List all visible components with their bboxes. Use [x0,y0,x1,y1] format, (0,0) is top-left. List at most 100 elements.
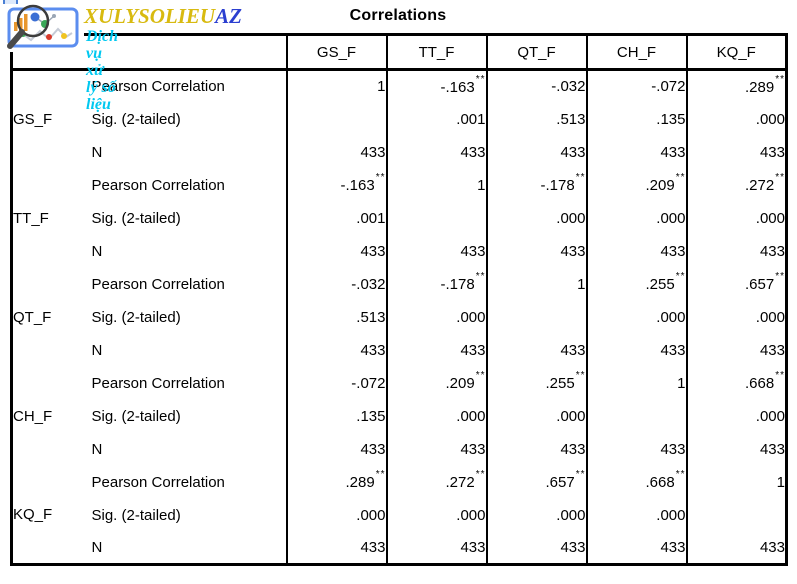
sig-cell: .513 [285,300,387,334]
stat-label: Sig. (2-tailed) [91,110,181,128]
stat-label: Pearson Correlation [91,473,225,491]
pearson-cell: -.072 [285,366,387,400]
table-row: N 433 433 433 433 433 [12,135,787,169]
table-row: CH_F Pearson Correlation -.072.209** .255**… [12,366,787,425]
stat-label: N [91,538,103,556]
sig-cell: .000 [385,399,487,433]
pearson-cell: .209** [385,366,487,400]
n-cell: 433 [485,531,587,565]
n-cell: 433 [585,135,687,169]
stat-label: Sig. (2-tailed) [91,308,181,326]
table-header: GS_F TT_F QT_F CH_F KQ_F [11,34,787,70]
sig-cell: .001 [385,102,487,136]
pearson-cell: -.178** [385,267,487,301]
table-row: N 433 433 433 433 433 [12,531,787,565]
significance-asterisks: ** [475,469,486,480]
pearson-cell: -.032 [485,69,587,103]
brand-name: XULYSOLIEUAZ [84,6,242,27]
table-row: Sig. (2-tailed) .001.000.000.000 [12,201,787,235]
variable-label: CH_F [13,407,53,425]
sig-cell: .000 [685,399,787,433]
table-row: QT_F Pearson Correlation -.032 -.178** 1.255… [12,267,787,326]
stat-label: N [91,143,103,161]
sig-cell [685,498,787,532]
variable-label: GS_F [13,111,53,129]
table-row: Sig. (2-tailed) .135.000.000.000 [12,399,787,433]
pearson-cell: .668** [685,366,787,400]
pearson-cell: 1 [585,366,687,400]
sig-cell: .000 [485,201,587,235]
table-row: TT_F Pearson Correlation -.163** 1 -.178** .2… [12,168,787,227]
pearson-cell: 1 [385,168,487,202]
pearson-cell: -.072 [585,69,687,103]
table-row: GS_F Pearson Correlation 1 -.163** -.032 -.07… [12,69,787,128]
column-header-TT_F: TT_F [385,34,487,70]
table-row: Sig. (2-tailed) .513.000.000.000 [12,300,787,334]
table-title: Correlations [349,7,447,24]
table-row: KQ_F Pearson Correlation .289** .272** .657*… [12,465,787,523]
sig-cell [585,399,687,433]
table-row: Sig. (2-tailed) .001.513.135.000 [12,102,787,136]
sig-cell: .513 [485,102,587,136]
column-header-QT_F: QT_F [485,34,587,70]
n-cell: 433 [685,333,787,367]
n-cell: 433 [285,432,387,466]
stat-label: Pearson Correlation [91,78,225,96]
table-row: N 433 433 433 433 433 [12,432,787,466]
n-cell: 433 [585,531,687,565]
significance-asterisks: ** [575,172,586,183]
sig-cell: .135 [285,399,387,433]
pearson-cell: -.032 [285,267,387,301]
variable-label: KQ_F [13,505,53,523]
significance-asterisks: ** [775,172,785,183]
stat-label: N [91,341,103,359]
n-cell: 433 [485,333,587,367]
significance-asterisks: ** [475,73,486,85]
stat-label: Pearson Correlation [91,176,225,194]
brand-suffix: AZ [215,4,242,28]
pearson-cell: 1 [285,69,387,103]
sig-cell: .000 [685,102,787,136]
sig-cell: .000 [385,300,487,334]
n-cell: 433 [685,531,787,565]
table-row: N 433 433 433 433 433 [12,234,787,268]
pearson-cell: -.163** [385,69,487,103]
sig-cell: .000 [285,498,387,532]
table-row: Sig. (2-tailed) .000.000.000.000 [12,498,787,532]
n-cell: 433 [285,531,387,565]
sig-cell: .000 [585,498,687,532]
stat-label: N [91,242,103,260]
significance-asterisks: ** [475,370,486,381]
sig-cell: .000 [585,201,687,235]
significance-asterisks: ** [375,469,386,480]
significance-asterisks: ** [775,370,785,381]
pearson-cell: .289** [285,465,387,499]
column-header-KQ_F: KQ_F [685,34,787,70]
sig-cell [385,201,487,235]
stat-label: N [91,440,103,458]
n-cell: 433 [485,432,587,466]
chart-magnifier-icon [2,4,84,52]
n-cell: 433 [385,234,487,268]
pearson-cell: -.178** [485,168,587,202]
n-cell: 433 [385,432,487,466]
pearson-cell: .657** [485,465,587,499]
significance-asterisks: ** [575,469,586,480]
n-cell: 433 [585,432,687,466]
n-cell: 433 [585,234,687,268]
sig-cell: .001 [285,201,387,235]
brand-main: XULYSOLIEU [84,4,216,28]
significance-asterisks: ** [475,271,486,282]
pearson-cell: .255** [485,366,587,400]
pearson-cell: .209** [585,168,687,202]
stat-label: Pearson Correlation [91,374,225,392]
n-cell: 433 [285,135,387,169]
column-header-GS_F: GS_F [285,34,387,70]
sig-cell [285,102,387,136]
stat-label: Pearson Correlation [91,275,225,293]
table-body: GS_F Pearson Correlation 1 -.163** -.032 -.07… [12,69,787,565]
stat-label: Sig. (2-tailed) [91,506,181,524]
pearson-cell: .668** [585,465,687,499]
stat-label: Sig. (2-tailed) [91,407,181,425]
column-header-CH_F: CH_F [585,34,687,70]
